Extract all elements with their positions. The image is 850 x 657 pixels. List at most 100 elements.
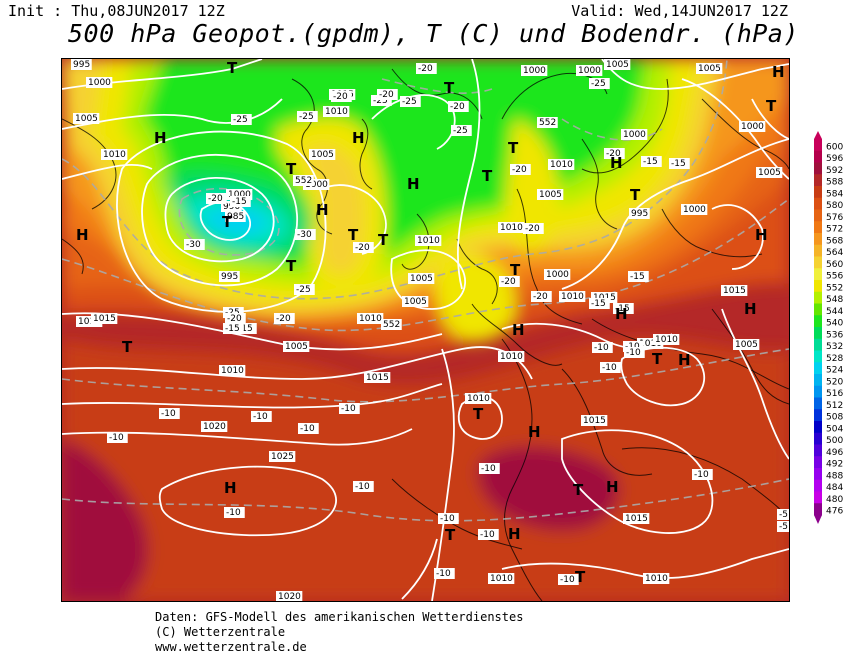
svg-text:1015: 1015 bbox=[93, 314, 116, 324]
isotherm-label: -15 bbox=[223, 323, 244, 334]
isobar-label: 1000 bbox=[303, 179, 330, 190]
high-pressure-symbol: H bbox=[224, 479, 237, 497]
svg-text:1020: 1020 bbox=[203, 422, 226, 432]
isobar-label: 1015 bbox=[581, 415, 608, 426]
isobar-label: 1015 bbox=[364, 372, 391, 383]
isobar-label: 995 bbox=[219, 271, 240, 282]
isotherm-label: -10 bbox=[107, 432, 128, 443]
legend-swatch bbox=[814, 432, 822, 445]
low-pressure-symbol: T bbox=[573, 481, 584, 499]
svg-text:1010: 1010 bbox=[645, 574, 668, 584]
legend-level-label: 488 bbox=[826, 471, 843, 481]
legend-level-label: 600 bbox=[826, 142, 843, 152]
legend-swatch bbox=[814, 221, 822, 234]
legend-swatch bbox=[814, 468, 822, 481]
isotherm-label: -25 bbox=[400, 96, 421, 107]
high-pressure-symbol: H bbox=[407, 175, 420, 193]
svg-text:-10: -10 bbox=[481, 464, 496, 474]
isobar-label: 1005 bbox=[408, 273, 435, 284]
legend-level-label: 584 bbox=[826, 189, 843, 199]
svg-text:-10: -10 bbox=[626, 348, 641, 358]
svg-text:1005: 1005 bbox=[698, 64, 721, 74]
high-pressure-symbol: H bbox=[316, 201, 329, 219]
legend-swatch bbox=[814, 139, 822, 152]
svg-text:-10: -10 bbox=[253, 412, 268, 422]
legend-level-label: 524 bbox=[826, 366, 843, 376]
low-pressure-symbol: T bbox=[227, 59, 238, 77]
isobar-label: 1010 bbox=[101, 149, 128, 160]
isotherm-label: -25 bbox=[451, 125, 472, 136]
isobar-label: 1010 bbox=[548, 159, 575, 170]
svg-text:1010: 1010 bbox=[103, 150, 126, 160]
svg-text:-20: -20 bbox=[450, 102, 465, 112]
legend-level-label: 536 bbox=[826, 330, 843, 340]
isobar-label: 1015 bbox=[623, 513, 650, 524]
svg-text:995: 995 bbox=[73, 60, 90, 70]
svg-text:-10: -10 bbox=[109, 433, 124, 443]
legend-level-label: 576 bbox=[826, 213, 843, 223]
svg-text:-10: -10 bbox=[300, 424, 315, 434]
svg-text:-10: -10 bbox=[436, 569, 451, 579]
isobar-label: 1010 bbox=[498, 351, 525, 362]
legend-swatch bbox=[814, 479, 822, 492]
legend-swatch bbox=[814, 491, 822, 504]
legend-swatch bbox=[814, 362, 822, 375]
legend-level-label: 544 bbox=[826, 307, 843, 317]
svg-text:1005: 1005 bbox=[410, 274, 433, 284]
isobar-label: 1010 bbox=[643, 573, 670, 584]
isobar-label: 1005 bbox=[733, 339, 760, 350]
isotherm-label: -5 bbox=[777, 521, 789, 532]
svg-text:-10: -10 bbox=[355, 482, 370, 492]
isotherm-label: -15 bbox=[230, 196, 251, 207]
svg-text:1005: 1005 bbox=[285, 342, 308, 352]
low-pressure-symbol: T bbox=[286, 257, 297, 275]
isobar-label: 1005 bbox=[309, 149, 336, 160]
isotherm-label: -10 bbox=[692, 469, 713, 480]
svg-text:1010: 1010 bbox=[550, 160, 573, 170]
svg-text:1010: 1010 bbox=[221, 366, 244, 376]
svg-text:-15: -15 bbox=[671, 159, 686, 169]
svg-text:1010: 1010 bbox=[500, 352, 523, 362]
legend-swatch bbox=[814, 421, 822, 434]
high-pressure-symbol: H bbox=[678, 351, 691, 369]
legend-level-label: 508 bbox=[826, 413, 843, 423]
svg-text:-20: -20 bbox=[276, 314, 291, 324]
svg-text:1000: 1000 bbox=[741, 122, 764, 132]
isotherm-label: -20 bbox=[206, 193, 227, 204]
isobar-label: 1000 bbox=[226, 189, 253, 200]
low-pressure-symbol: T bbox=[766, 97, 777, 115]
footer-website: www.wetterzentrale.de bbox=[155, 640, 307, 654]
low-pressure-symbol: T bbox=[286, 160, 297, 178]
svg-text:985: 985 bbox=[227, 212, 244, 222]
isotherm-label: -10 bbox=[624, 347, 645, 358]
svg-text:-25: -25 bbox=[296, 285, 311, 295]
legend-swatch bbox=[814, 244, 822, 257]
map-title: 500 hPa Geopot.(gpdm), T (C) und Bodendr… bbox=[68, 19, 799, 48]
legend-swatch bbox=[814, 303, 822, 316]
legend-swatch bbox=[814, 233, 822, 246]
isobar-label: 1010 bbox=[559, 291, 586, 302]
legend-level-label: 588 bbox=[826, 178, 843, 188]
high-pressure-symbol: H bbox=[772, 63, 785, 81]
svg-text:-5: -5 bbox=[779, 510, 788, 520]
isobar-label: 1020 bbox=[201, 421, 228, 432]
isobar-label: 995 bbox=[71, 59, 92, 70]
svg-text:-10: -10 bbox=[341, 404, 356, 414]
high-pressure-symbol: H bbox=[512, 321, 525, 339]
svg-text:-15: -15 bbox=[630, 272, 645, 282]
isotherm-label: -20 bbox=[499, 276, 520, 287]
svg-text:995: 995 bbox=[631, 209, 648, 219]
low-pressure-symbol: T bbox=[510, 261, 521, 279]
svg-text:-20: -20 bbox=[606, 149, 621, 159]
low-pressure-symbol: T bbox=[445, 526, 456, 544]
svg-text:-15: -15 bbox=[225, 324, 240, 334]
svg-text:-15: -15 bbox=[615, 304, 630, 314]
isobar-label: 552 bbox=[537, 117, 558, 128]
high-pressure-symbol: H bbox=[528, 423, 541, 441]
footer-data-source: Daten: GFS-Modell des amerikanischen Wet… bbox=[155, 610, 524, 624]
svg-text:-20: -20 bbox=[333, 92, 348, 102]
legend-level-label: 580 bbox=[826, 201, 843, 211]
isotherm-label: -30 bbox=[295, 229, 316, 240]
isobar-label: 1000 bbox=[521, 65, 548, 76]
valid-time: Valid: Wed,14JUN2017 12Z bbox=[571, 2, 788, 20]
